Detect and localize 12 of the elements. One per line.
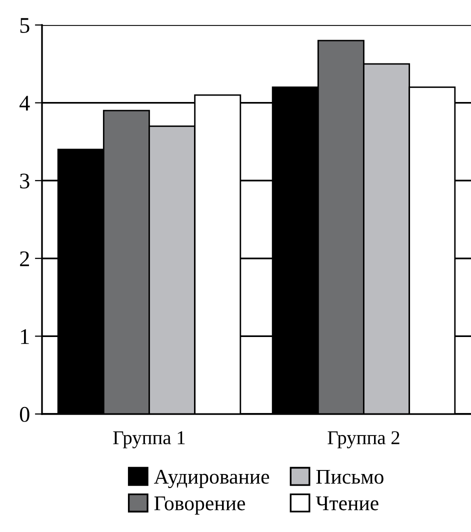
y-tick-label: 2 [20, 251, 29, 266]
y-tick-label: 1 [21, 329, 29, 344]
legend-label: Письмо [316, 470, 384, 484]
y-tick-label: 5 [20, 18, 30, 33]
x-tick-label: Группа 1 [113, 431, 185, 448]
y-tick-label: 3 [20, 174, 30, 189]
legend-label: Аудирование [154, 470, 270, 488]
legend-label: Говорение [154, 496, 246, 515]
x-tick-label: Группа 2 [328, 431, 400, 448]
y-tick-label: 4 [20, 96, 30, 111]
legend-label: Чтение [316, 496, 378, 510]
y-tick-label: 0 [20, 406, 30, 422]
